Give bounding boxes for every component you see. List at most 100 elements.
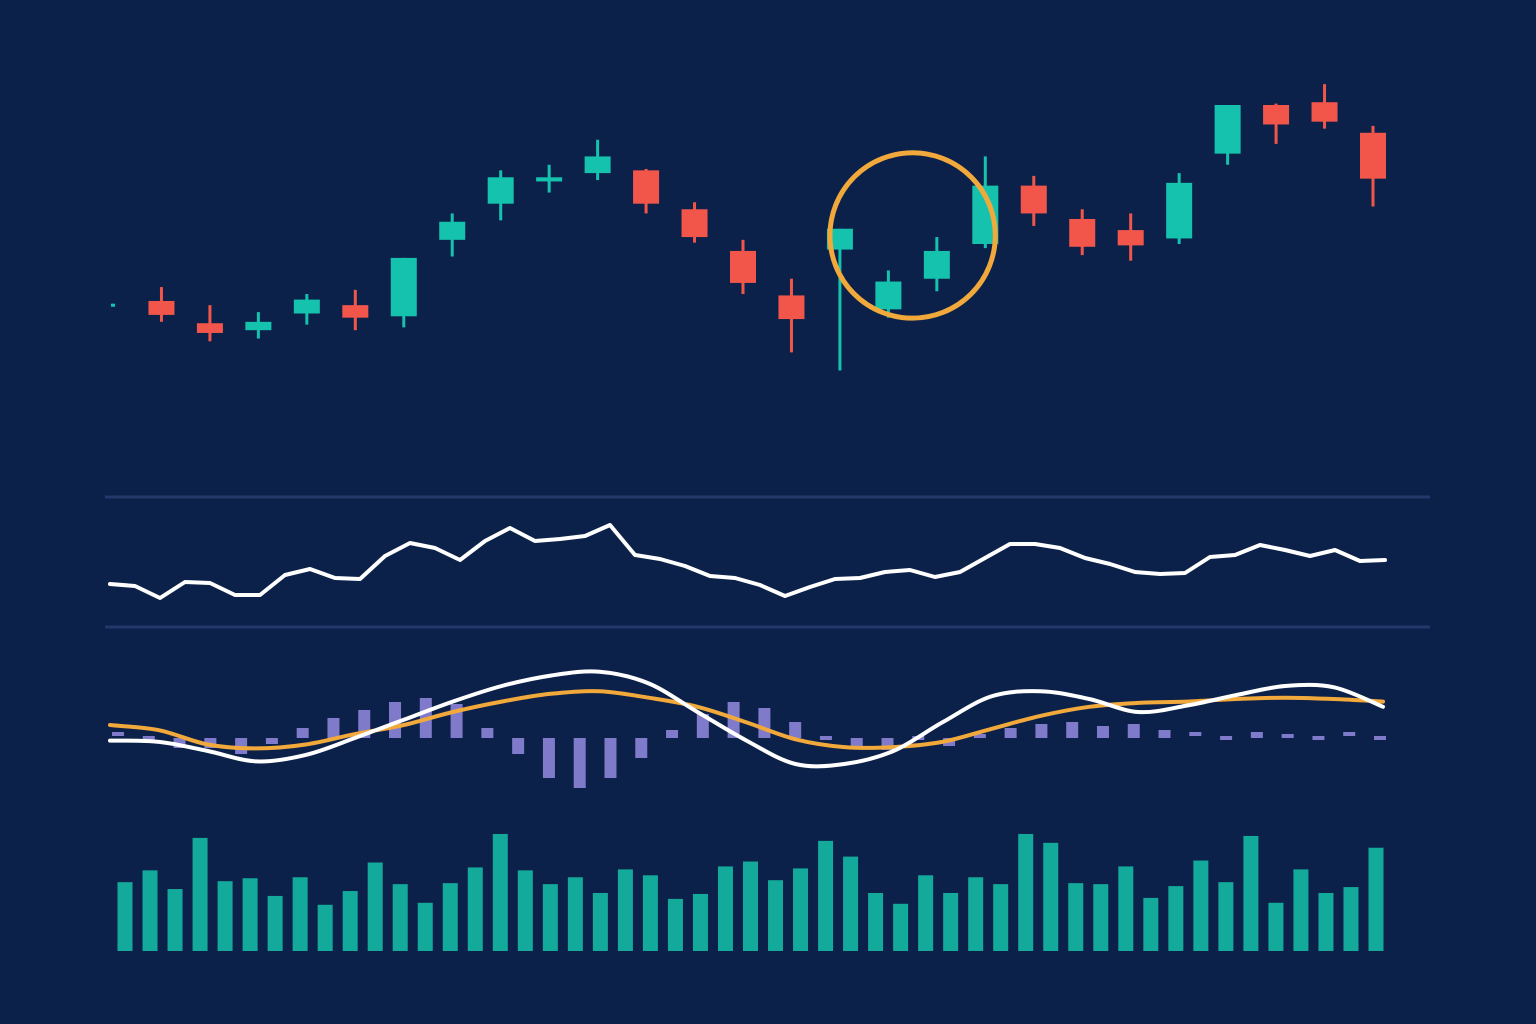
volume-bar <box>617 869 633 951</box>
candle-body <box>342 305 369 318</box>
volume-bar <box>242 878 258 951</box>
volume-bar <box>1343 887 1359 951</box>
volume-bar <box>442 883 458 951</box>
candle-bullish <box>1214 105 1241 165</box>
candle-body <box>536 177 563 182</box>
candle-body <box>293 299 320 314</box>
highlight-circle <box>827 150 998 321</box>
volume-bar <box>717 866 733 951</box>
histogram-bar <box>819 736 832 740</box>
histogram-bar <box>1189 732 1202 736</box>
volume-bar <box>642 875 658 951</box>
candle-bearish <box>342 289 369 331</box>
candle-body <box>1117 230 1144 246</box>
volume-bar <box>918 875 934 951</box>
volume-bar <box>818 840 834 951</box>
volume-bar <box>1193 860 1209 951</box>
volume-bar <box>768 880 784 951</box>
volume-bar <box>1293 869 1309 951</box>
candle-body <box>439 221 466 240</box>
candle-bearish <box>1311 84 1338 129</box>
candle-body <box>1166 182 1193 239</box>
volume-bar <box>1043 842 1059 951</box>
volume-bar <box>968 877 984 951</box>
volume-bar <box>793 868 809 951</box>
histogram-bar <box>1250 732 1263 738</box>
volume-bar <box>592 892 608 951</box>
histogram-bar <box>1004 728 1017 738</box>
candle-bearish <box>1360 125 1386 207</box>
histogram-bar <box>973 734 986 738</box>
volume-bar <box>517 870 533 951</box>
volume-bar <box>843 856 859 951</box>
volume-bar <box>1018 833 1034 951</box>
histogram-bar <box>481 728 494 738</box>
histogram-bar <box>758 708 771 738</box>
candle-body <box>1311 102 1338 122</box>
volume-bar <box>317 904 333 951</box>
histogram-bar <box>1096 726 1109 738</box>
candle-bullish <box>1166 173 1193 244</box>
histogram-bar <box>604 738 617 778</box>
histogram-bar <box>1220 736 1233 740</box>
volume-bar <box>1318 892 1334 951</box>
volume-bar <box>117 882 133 951</box>
volume-bar <box>417 902 433 951</box>
volume-bar <box>467 867 483 951</box>
candle-body <box>584 156 611 174</box>
histogram-bar <box>142 736 155 740</box>
candle-bearish <box>730 239 756 295</box>
candle-body <box>826 228 853 250</box>
volume-bar <box>217 881 233 951</box>
histogram-bar <box>1127 724 1140 738</box>
candle-bullish <box>584 139 611 181</box>
candle-body <box>1069 218 1096 247</box>
histogram-bar <box>635 738 648 758</box>
signal-line <box>108 689 1385 751</box>
candle-body <box>245 321 272 331</box>
volume-bar <box>342 891 358 951</box>
candle-body <box>111 303 115 307</box>
oscillator-line <box>108 523 1387 600</box>
candle-bearish <box>633 168 660 214</box>
volume-bar <box>392 884 408 951</box>
oscillator-panel <box>108 523 1387 600</box>
candle-body <box>1020 185 1047 214</box>
candle-body <box>633 170 660 204</box>
histogram-bar <box>696 714 709 738</box>
histogram-bar <box>1281 734 1294 738</box>
volume-bar <box>868 892 884 951</box>
volume-bar <box>1118 866 1134 951</box>
volume-bar <box>1068 883 1084 951</box>
candle-bearish <box>1117 213 1144 261</box>
candle-body <box>196 323 223 333</box>
volume-bar <box>267 895 283 951</box>
candle-bullish <box>487 170 514 221</box>
candle-bullish <box>111 303 115 307</box>
volume-bar <box>1168 886 1184 951</box>
volume-bar <box>292 877 308 951</box>
candle-body <box>1360 132 1386 179</box>
candle-body <box>390 257 417 317</box>
candle-body <box>730 250 756 283</box>
volume-bar <box>1093 884 1109 951</box>
volume-panel <box>117 833 1384 951</box>
volume-bar <box>743 861 758 951</box>
volume-bar <box>943 892 959 951</box>
histogram-bar <box>296 728 309 738</box>
volume-bar <box>1243 835 1259 951</box>
macd-panel <box>108 669 1386 788</box>
volume-bar <box>893 903 909 951</box>
volume-bar <box>367 862 383 951</box>
candle-body <box>923 250 950 279</box>
candle-bearish <box>1069 209 1096 256</box>
candle-bullish <box>439 213 466 257</box>
volume-bar <box>567 877 583 951</box>
histogram-bar <box>542 738 555 778</box>
histogram-bar <box>1066 722 1079 738</box>
histogram-bar <box>1343 732 1356 736</box>
candle-body <box>681 209 708 238</box>
candle-bearish <box>1020 175 1047 226</box>
candle-bearish <box>1263 103 1290 144</box>
histogram-bar <box>1035 724 1048 738</box>
